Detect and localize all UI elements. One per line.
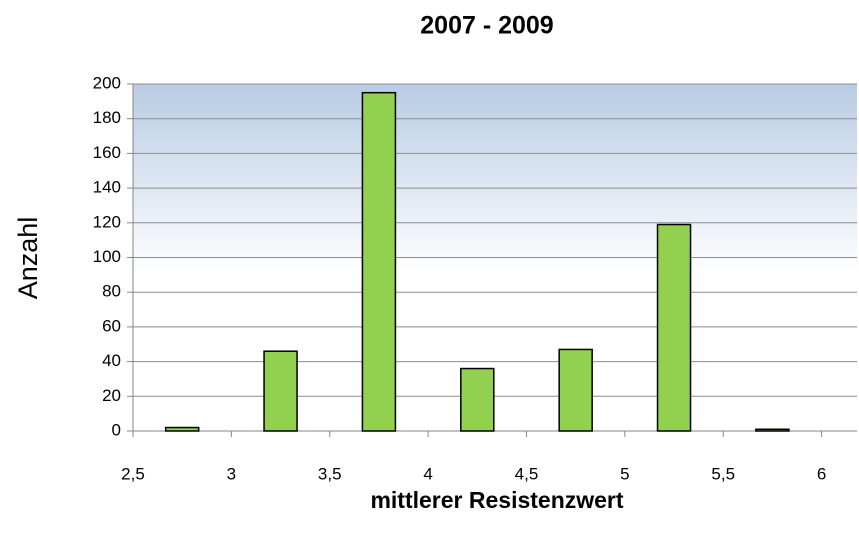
y-tick-label: 180 — [93, 108, 121, 127]
x-tick-label: 4,5 — [515, 464, 539, 483]
bar — [460, 367, 495, 432]
y-tick-label: 140 — [93, 178, 121, 197]
x-tick-label: 4 — [423, 464, 432, 483]
bar — [656, 223, 692, 432]
bar — [558, 348, 593, 432]
y-tick-label: 120 — [93, 212, 121, 231]
x-tick-label: 5 — [620, 464, 629, 483]
bar — [164, 426, 200, 432]
x-tick-label: 3 — [227, 464, 236, 483]
y-tick-label: 20 — [102, 386, 121, 405]
y-tick-label: 40 — [102, 351, 121, 370]
x-tick-label: 6 — [817, 464, 826, 483]
y-tick-label: 100 — [93, 247, 121, 266]
y-tick-label: 60 — [102, 316, 121, 335]
y-tick-label: 200 — [93, 73, 121, 92]
x-tick-label: 3,5 — [318, 464, 342, 483]
bar — [755, 428, 790, 432]
chart-title: 2007 - 2009 — [420, 12, 553, 40]
x-axis-label: mittlerer Resistenzwert — [370, 487, 623, 513]
y-tick-label: 0 — [112, 420, 121, 439]
bar — [263, 350, 298, 432]
x-tick-label: 5,5 — [711, 464, 735, 483]
y-tick-label: 80 — [102, 282, 121, 301]
y-axis-label: Anzahl — [13, 217, 43, 300]
y-tick-label: 160 — [93, 143, 121, 162]
bar — [361, 91, 397, 432]
x-tick-label: 2,5 — [121, 464, 145, 483]
